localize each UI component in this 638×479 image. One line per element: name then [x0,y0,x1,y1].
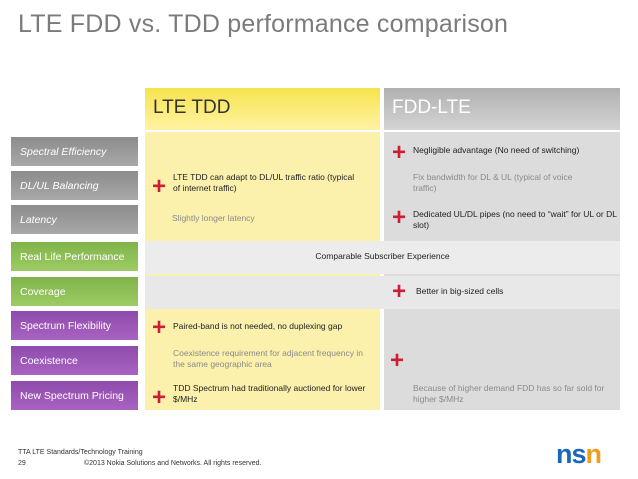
plus-icon: + [392,139,407,166]
cell-tdd-coexistence: Coexistence requirement for adjacent fre… [173,348,363,369]
footer-training: TTA LTE Standards/Technology Training [18,449,143,456]
footer-copyright: ©2013 Nokia Solutions and Networks. All … [84,460,262,467]
row-label-spectrum-flexibility: Spectrum Flexibility [11,311,138,340]
cell-fdd-coverage: Better in big-sized cells [416,286,504,296]
plus-icon: + [152,384,167,411]
column-header-label: LTE TDD [153,97,231,118]
plus-icon: + [392,204,407,231]
plus-icon: + [392,278,407,305]
logo-text-orange: n [585,439,602,469]
nsn-logo: nsn [556,439,602,470]
row-label-dl-ul-balancing: DL/UL Balancing [11,171,138,200]
cell-fdd-dl-ul-balancing: Fix bandwidth for DL & UL (typical of vo… [413,172,573,193]
column-header-label: FDD-LTE [392,97,471,118]
plus-icon: + [152,314,167,341]
row-label-spectral-efficiency: Spectral Efficiency [11,137,138,166]
plus-icon: + [390,347,405,374]
row-label-coverage: Coverage [11,277,138,306]
slide-title: LTE FDD vs. TDD performance comparison [18,10,509,38]
column-header-lte-tdd: LTE TDD [145,88,380,130]
footer-page-number: 29 [18,460,26,467]
logo-text-blue: ns [556,439,586,469]
row-band-coverage [145,276,620,309]
row-label-real-life-performance: Real Life Performance [11,242,138,271]
cell-tdd-new-spectrum-pricing: TDD Spectrum had traditionally auctioned… [173,383,366,404]
plus-icon: + [152,173,167,200]
cell-fdd-new-spectrum-pricing: Because of higher demand FDD has so far … [413,383,605,404]
row-label-coexistence: Coexistence [11,346,138,375]
row-band-real-life-performance [145,241,620,274]
cell-tdd-dl-ul-balancing: LTE TDD can adapt to DL/UL traffic ratio… [173,172,355,193]
column-header-fdd-lte: FDD-LTE [384,88,620,130]
cell-tdd-latency: Slightly longer latency [172,213,255,223]
cell-real-life-performance: Comparable Subscriber Experience [315,251,450,261]
cell-fdd-latency: Dedicated UL/DL pipes (no need to “wait”… [413,209,617,230]
row-label-latency: Latency [11,205,138,234]
row-label-new-spectrum-pricing: New Spectrum Pricing [11,381,138,410]
cell-fdd-spectral-efficiency: Negligible advantage (No need of switchi… [413,145,580,155]
cell-tdd-spectrum-flexibility: Paired-band is not needed, no duplexing … [173,321,343,331]
